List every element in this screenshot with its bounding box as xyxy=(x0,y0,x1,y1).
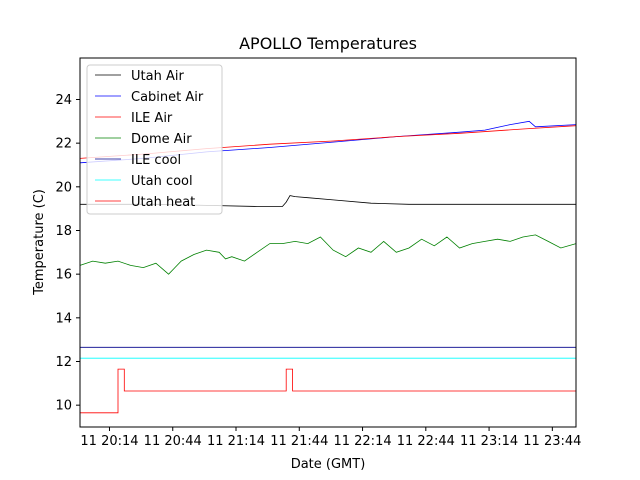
x-tick-label: 11 22:14 xyxy=(333,434,391,449)
y-axis-label: Temperature (C) xyxy=(32,189,47,296)
series-line-dome-air xyxy=(79,234,577,275)
x-tick-label: 11 23:14 xyxy=(460,434,518,449)
y-tick-label: 16 xyxy=(55,268,72,283)
legend-label-ile-cool: ILE cool xyxy=(131,153,181,168)
y-tick-label: 24 xyxy=(55,93,72,108)
y-tick-label: 12 xyxy=(55,355,72,370)
legend: Utah Air Cabinet Air ILE Air Dome Air ILE co… xyxy=(86,64,223,215)
y-tick-label: 22 xyxy=(55,137,72,152)
x-tick-label: 11 20:14 xyxy=(80,434,138,449)
x-tick-label: 11 20:44 xyxy=(144,434,202,449)
plot-frame xyxy=(79,57,577,428)
x-axis-label: Date (GMT) xyxy=(291,457,366,472)
x-tick-label: 11 21:14 xyxy=(207,434,265,449)
y-tick-label: 14 xyxy=(55,311,72,326)
y-tick-label: 10 xyxy=(55,399,72,414)
x-tick-label: 11 23:44 xyxy=(523,434,581,449)
y-tick-label: 18 xyxy=(55,224,72,239)
x-tick-label: 11 21:44 xyxy=(270,434,328,449)
chart-title: APOLLO Temperatures xyxy=(239,34,417,53)
legend-label-dome-air: Dome Air xyxy=(131,132,192,147)
legend-label-utah-air: Utah Air xyxy=(131,69,184,84)
y-tick-label: 20 xyxy=(55,180,72,195)
series-line-utah-heat xyxy=(80,368,576,414)
legend-label-ile-air: ILE Air xyxy=(131,111,173,126)
x-tick-label: 11 22:44 xyxy=(397,434,455,449)
legend-label-cabinet-air: Cabinet Air xyxy=(131,90,204,105)
legend-box xyxy=(86,64,223,215)
legend-label-utah-cool: Utah cool xyxy=(131,174,193,189)
y-axis: 10 12 14 16 18 20 22 24 xyxy=(55,93,80,414)
x-axis: 11 20:14 11 20:44 11 21:14 11 21:44 11 22:14… xyxy=(80,427,581,449)
legend-label-utah-heat: Utah heat xyxy=(131,195,195,210)
